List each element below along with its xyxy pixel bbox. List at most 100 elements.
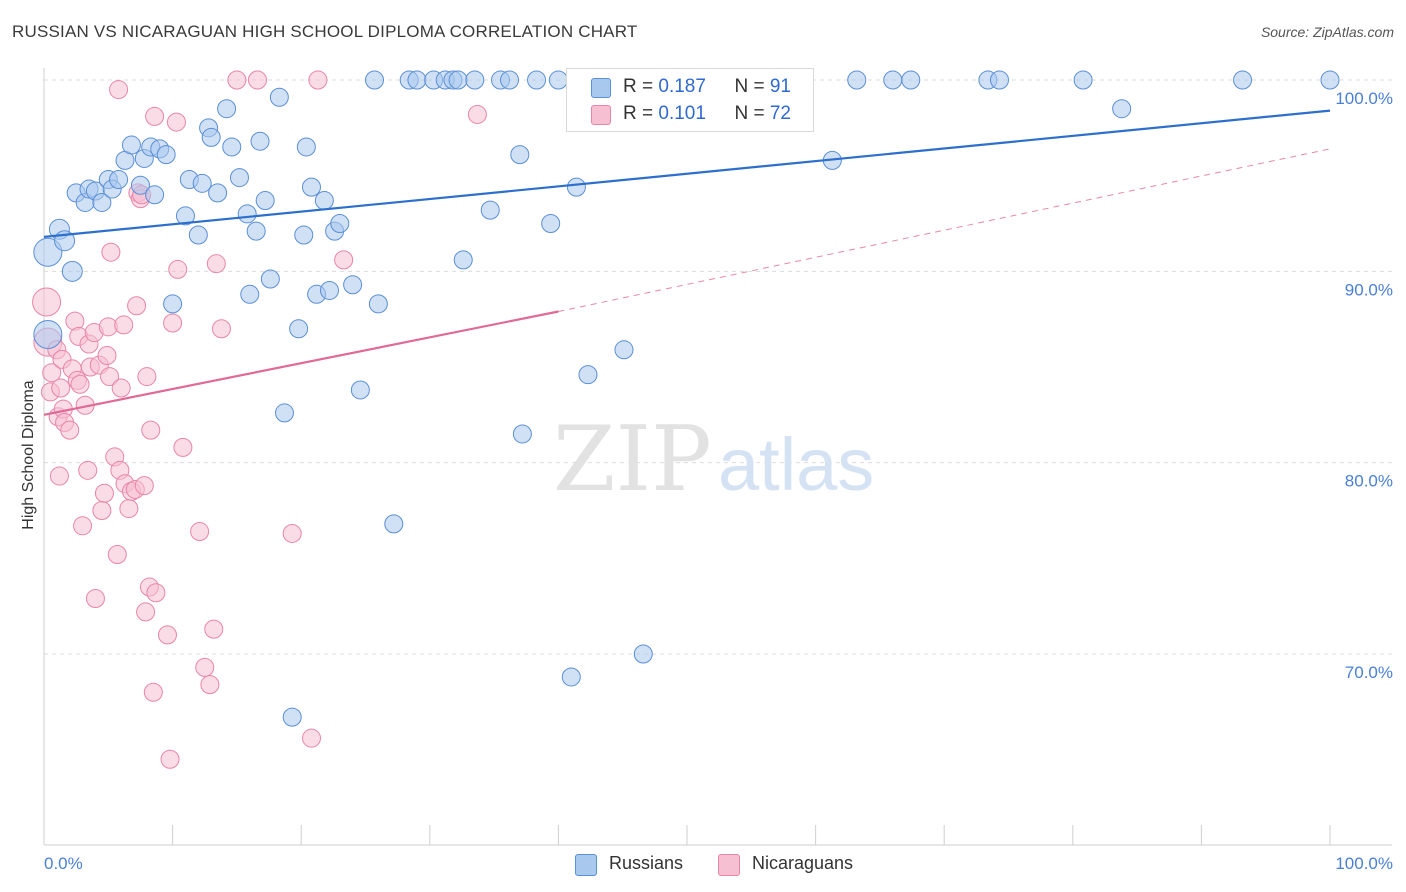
nicaraguans-point xyxy=(70,374,90,394)
russians-point xyxy=(33,237,63,267)
nicaraguans-point xyxy=(146,583,166,603)
nicaraguans-point xyxy=(206,254,226,274)
x-tick-label-min: 0.0% xyxy=(44,854,83,873)
russians-point xyxy=(633,644,653,664)
nicaraguans-point xyxy=(114,315,134,335)
russians-point xyxy=(130,175,150,195)
russians-point xyxy=(548,70,568,90)
russians-point xyxy=(368,294,388,314)
nicaraguans-point xyxy=(334,250,354,270)
nicaraguans-point xyxy=(190,522,210,542)
russians-point xyxy=(1112,99,1132,119)
nicaraguans-point xyxy=(157,625,177,645)
russians-point xyxy=(448,70,468,90)
russians-point xyxy=(901,70,921,90)
nicaraguans-point xyxy=(308,70,328,90)
russians-point xyxy=(319,280,339,300)
nicaraguans-point xyxy=(101,242,121,262)
russians-point xyxy=(384,514,404,534)
nicaraguans-point xyxy=(92,501,112,520)
russians-point xyxy=(121,135,141,155)
y-tick-label-100: 100.0% xyxy=(1335,89,1393,108)
russians-point xyxy=(453,250,473,270)
nicaraguans-trend-line xyxy=(43,310,559,416)
russians-point xyxy=(480,200,500,220)
russians-point xyxy=(989,70,1009,90)
russians-point xyxy=(145,185,165,205)
nicaraguans-point xyxy=(136,602,156,622)
nicaraguans-point xyxy=(200,675,220,695)
nicaraguans-point xyxy=(143,682,163,702)
russians-n-label: N = xyxy=(734,76,770,97)
nicaraguans-legend-label: Nicaraguans xyxy=(752,853,854,873)
nicaraguans-point xyxy=(160,749,180,769)
russians-point xyxy=(92,192,112,212)
russians-point xyxy=(343,275,363,295)
russians-points xyxy=(33,70,1340,727)
nicaraguans-point xyxy=(119,499,139,519)
y-tick-label-90: 90.0% xyxy=(1345,280,1393,299)
nicaraguans-r-label: R = xyxy=(623,103,659,124)
nicaraguans-point xyxy=(111,378,131,398)
nicaraguans-point xyxy=(73,516,93,536)
y-axis-label: High School Diploma xyxy=(20,380,37,530)
nicaraguans-point xyxy=(173,437,193,457)
nicaraguans-point xyxy=(127,296,147,316)
nicaraguans-n-value: 72 xyxy=(769,103,791,124)
russians-point xyxy=(192,173,212,193)
nicaraguans-point xyxy=(195,657,215,677)
russians-point xyxy=(274,403,294,423)
nicaraguans-point xyxy=(166,112,186,132)
watermark-atlas: atlas xyxy=(718,423,874,506)
nicaraguans-point xyxy=(141,420,161,440)
nicaraguans-point xyxy=(97,346,117,366)
russians-point xyxy=(294,225,314,245)
series-legend: Russians Nicaraguans xyxy=(0,852,1406,878)
russians-point xyxy=(201,127,221,147)
russians-point xyxy=(237,204,257,224)
russians-point xyxy=(246,221,266,241)
russians-point xyxy=(208,183,228,203)
x-tick-label-max: 100.0% xyxy=(1335,854,1393,873)
russians-point xyxy=(330,214,350,233)
nicaraguans-point xyxy=(109,80,129,100)
chart-title: RUSSIAN VS NICARAGUAN HIGH SCHOOL DIPLOM… xyxy=(12,22,638,41)
russians-point xyxy=(614,340,634,360)
russians-n-value: 91 xyxy=(769,76,791,97)
russians-point xyxy=(163,294,183,314)
nicaraguans-point xyxy=(204,619,224,639)
watermark-zip: ZIP xyxy=(553,407,712,512)
russians-point xyxy=(301,177,321,197)
nicaraguans-trend-extension xyxy=(558,148,1331,313)
russians-point xyxy=(269,87,289,107)
russians-point xyxy=(407,70,427,90)
russians-point xyxy=(314,191,334,211)
nicaraguans-point xyxy=(163,313,183,333)
nicaraguans-point xyxy=(137,367,157,387)
russians-point xyxy=(847,70,867,90)
nicaraguans-n-label: N = xyxy=(734,103,770,124)
nicaraguans-r-value: 0.101 xyxy=(658,103,706,124)
russians-point xyxy=(156,145,176,165)
nicaraguans-point xyxy=(168,259,188,279)
nicaraguans-point xyxy=(60,420,80,440)
russians-point xyxy=(365,70,385,90)
nicaraguans-point xyxy=(78,460,98,480)
russians-legend-label: Russians xyxy=(609,853,684,873)
nicaraguans-point xyxy=(467,104,487,124)
nicaraguans-point xyxy=(49,466,69,486)
russians-point xyxy=(1073,70,1093,90)
russians-point xyxy=(229,168,249,188)
russians-point xyxy=(255,191,275,211)
russians-point xyxy=(578,365,598,385)
russians-point xyxy=(33,319,63,349)
trend-lines xyxy=(43,109,1331,416)
y-tick-label-70: 70.0% xyxy=(1345,663,1393,682)
nicaraguans-point xyxy=(85,589,105,609)
russians-point xyxy=(217,99,237,119)
russians-point xyxy=(512,424,532,444)
russians-point xyxy=(250,131,270,151)
russians-point xyxy=(883,70,903,90)
russians-point xyxy=(296,137,316,157)
